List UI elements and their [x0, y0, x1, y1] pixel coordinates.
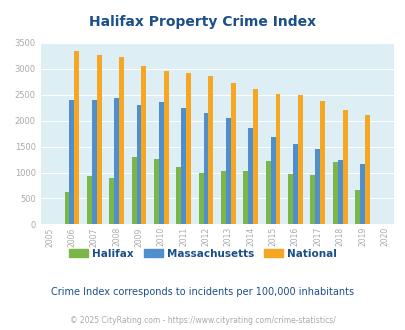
Bar	[208, 76, 213, 224]
Bar	[359, 164, 364, 224]
Bar	[225, 117, 230, 224]
Bar	[310, 175, 315, 224]
Bar	[131, 157, 136, 224]
Bar	[181, 108, 185, 224]
Bar	[288, 174, 292, 224]
Bar	[64, 192, 69, 224]
Bar	[364, 115, 369, 224]
Bar	[248, 128, 253, 224]
Bar	[297, 95, 302, 224]
Bar	[114, 98, 119, 224]
Bar	[74, 51, 79, 224]
Bar	[87, 176, 92, 224]
Bar	[220, 171, 225, 224]
Bar	[275, 94, 280, 224]
Bar	[136, 105, 141, 224]
Bar	[158, 102, 163, 224]
Bar	[69, 100, 74, 224]
Bar	[109, 178, 114, 224]
Bar	[342, 110, 347, 224]
Bar	[141, 66, 146, 224]
Bar	[96, 55, 101, 224]
Bar	[153, 159, 158, 224]
Bar	[185, 73, 191, 224]
Bar	[203, 113, 208, 224]
Bar	[337, 160, 342, 224]
Bar	[253, 89, 258, 224]
Bar	[92, 100, 96, 224]
Bar	[292, 144, 297, 224]
Text: © 2025 CityRating.com - https://www.cityrating.com/crime-statistics/: © 2025 CityRating.com - https://www.city…	[70, 315, 335, 325]
Bar	[265, 161, 270, 224]
Bar	[315, 149, 320, 224]
Text: Halifax Property Crime Index: Halifax Property Crime Index	[89, 15, 316, 29]
Bar	[119, 57, 124, 224]
Bar	[243, 171, 248, 224]
Bar	[320, 101, 324, 224]
Bar	[176, 167, 181, 224]
Bar	[198, 173, 203, 224]
Bar	[230, 83, 235, 224]
Legend: Halifax, Massachusetts, National: Halifax, Massachusetts, National	[64, 245, 341, 263]
Bar	[270, 137, 275, 224]
Bar	[332, 162, 337, 224]
Bar	[163, 71, 168, 224]
Text: Crime Index corresponds to incidents per 100,000 inhabitants: Crime Index corresponds to incidents per…	[51, 287, 354, 297]
Bar	[354, 190, 359, 224]
